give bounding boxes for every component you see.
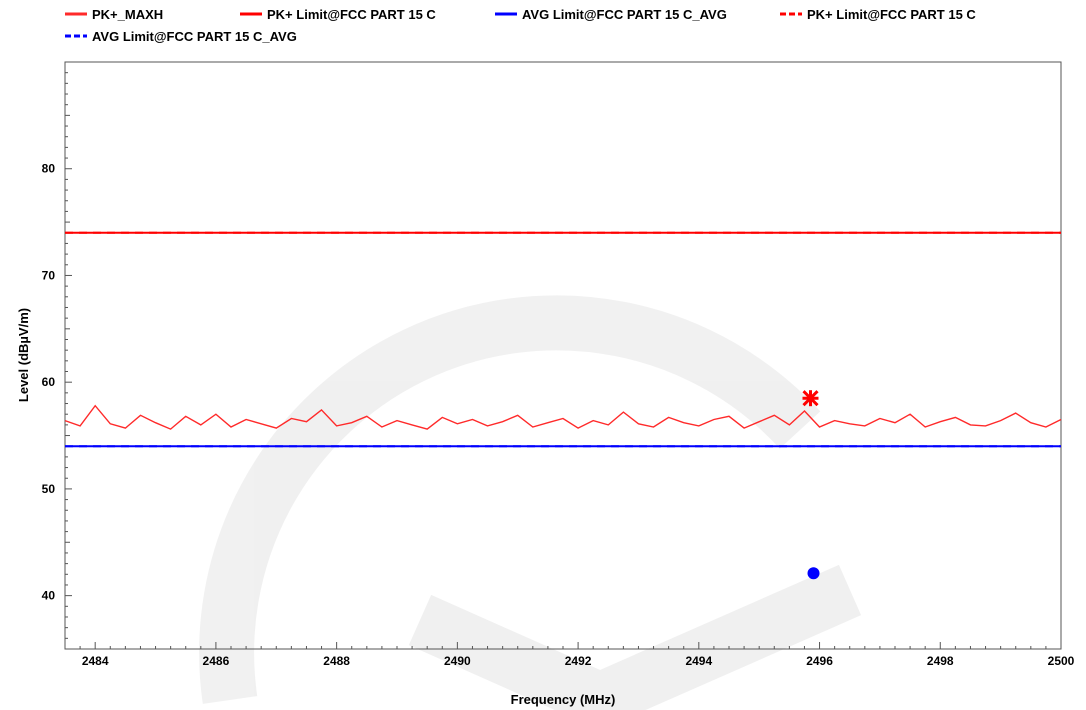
axis-ticks [64,61,1062,650]
x-tick-label: 2492 [565,654,592,668]
y-tick-label: 40 [42,589,56,603]
y-axis-tick-labels: 40 50 60 70 80 [42,162,56,603]
watermark-logo [199,295,862,710]
x-tick-label: 2486 [203,654,230,668]
x-axis-title: Frequency (MHz) [511,692,616,707]
legend-entry-3: PK+ Limit@FCC PART 15 C [780,7,976,22]
x-tick-label: 2484 [82,654,109,668]
legend-label: PK+_MAXH [92,7,163,22]
legend-label: PK+ Limit@FCC PART 15 C [267,7,436,22]
x-tick-label: 2498 [927,654,954,668]
series-line-0 [64,404,1062,430]
y-axis-title: Level (dBµV/m) [16,308,31,402]
y-tick-label: 60 [42,375,56,389]
avg-marker [807,567,820,580]
legend: PK+_MAXH PK+ Limit@FCC PART 15 C AVG Limit… [65,7,976,44]
y-tick-label: 50 [42,482,56,496]
x-tick-label: 2490 [444,654,471,668]
peak-marker [802,390,819,407]
legend-entry-0: PK+_MAXH [65,7,163,22]
y-tick-label: 70 [42,268,56,282]
x-tick-label: 2488 [323,654,350,668]
legend-label: AVG Limit@FCC PART 15 C_AVG [92,29,297,44]
x-tick-label: 2496 [806,654,833,668]
legend-entry-2: AVG Limit@FCC PART 15 C_AVG [495,7,727,22]
series-layer [64,231,1062,448]
y-tick-label: 80 [42,162,56,176]
legend-label: PK+ Limit@FCC PART 15 C [807,7,976,22]
legend-entry-1: PK+ Limit@FCC PART 15 C [240,7,436,22]
x-axis-tick-labels: 2484 2486 2488 2490 2492 2494 2496 2498 2500 [82,654,1075,668]
legend-label: AVG Limit@FCC PART 15 C_AVG [522,7,727,22]
legend-entry-4: AVG Limit@FCC PART 15 C_AVG [65,29,297,44]
x-tick-label: 2500 [1048,654,1075,668]
marker-layer [802,390,820,580]
x-tick-label: 2494 [685,654,712,668]
